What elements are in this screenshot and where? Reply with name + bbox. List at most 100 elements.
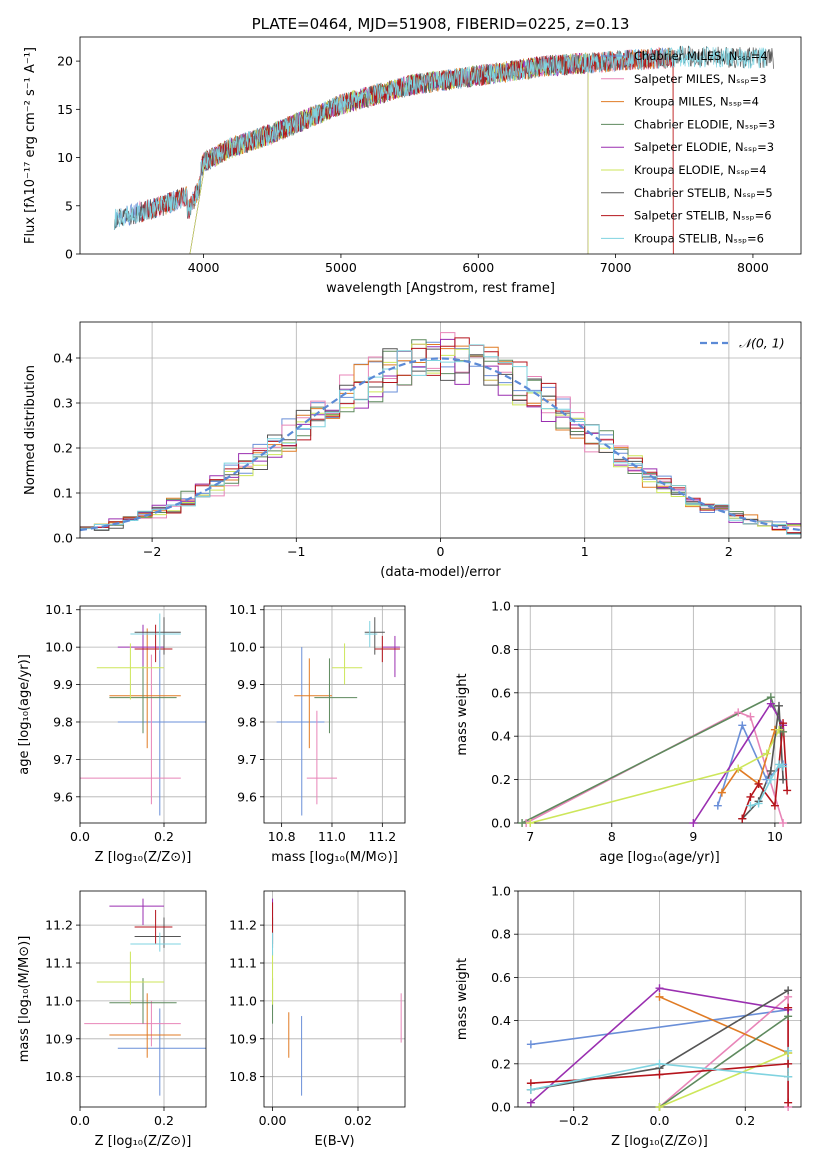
x-axis-label: age [log₁₀(age/yr)] (599, 850, 720, 865)
plot-area-residuals (80, 332, 801, 535)
x-tick-label: 1 (581, 544, 589, 559)
y-tick-label: 0.4 (53, 351, 73, 366)
weight-marker-salpeter_stelib (784, 1003, 793, 1012)
panel-age_vs_Z: 0.0 0.2 9.6 9.7 9.8 9.9 10.0 10.1 Z [log₁₀(Z/Z⊙)… (17, 602, 207, 865)
axes-frame (263, 890, 406, 1108)
legend-label-kroupa_miles: Kroupa MILES, Nₛₛₚ=4 (634, 95, 759, 109)
weight-marker-kroupa_stelib (779, 762, 788, 771)
weight-line-salpeter_stelib (741, 723, 788, 819)
weight-marker-salpeter_stelib (784, 1098, 793, 1107)
x-tick-label: 0.02 (344, 1113, 372, 1128)
x-tick-label: 4000 (188, 260, 220, 275)
weight-marker-kroupa_stelib (766, 775, 775, 784)
weight-marker-salpeter_stelib (770, 801, 779, 810)
weight-marker-kroupa_stelib (746, 801, 755, 810)
y-tick-label: 0 (65, 247, 73, 262)
weight-marker-chabrier_stelib (784, 986, 793, 995)
x-tick-label: 5000 (325, 260, 357, 275)
y-tick-label: 9.6 (53, 789, 73, 804)
weight-marker-kroupa_stelib (774, 760, 783, 769)
y-tick-label: 1.0 (491, 884, 511, 899)
weight-marker-salpeter_stelib (655, 1070, 664, 1079)
histogram-kroupa_stelib (80, 344, 801, 535)
weight-marker-kroupa_elodie (734, 764, 743, 773)
y-tick-label: 0.4 (491, 729, 511, 744)
legend-label-salpeter_elodie: Salpeter ELODIE, Nₛₛₚ=3 (634, 140, 774, 154)
legend: 𝒩(0, 1) (700, 336, 785, 351)
x-tick-label: 10 (767, 829, 783, 844)
x-tick-label: 7 (526, 829, 534, 844)
y-axis-label: Normed distribution (23, 365, 38, 495)
x-tick-label: 0.0 (70, 829, 90, 844)
y-tick-label: 0.3 (53, 396, 73, 411)
plot-area-mass_vs_ebv (272, 898, 402, 1096)
y-axis-label: mass weight (455, 673, 470, 755)
x-tick-label: −1 (287, 544, 305, 559)
legend-label-kroupa_stelib: Kroupa STELIB, Nₛₛₚ=6 (634, 231, 764, 245)
y-tick-label: 10.8 (45, 1069, 73, 1084)
legend-label-chabrier_stelib: Chabrier STELIB, Nₛₛₚ=5 (634, 186, 773, 200)
x-tick-label: 11.2 (368, 829, 396, 844)
axes-frame (263, 605, 406, 824)
y-tick-label: 10.9 (229, 1031, 257, 1046)
y-axis-label: age [log₁₀(age/yr)] (17, 654, 32, 775)
x-axis-label: Z [log₁₀(Z/Z⊙)] (95, 1134, 192, 1149)
x-axis-label: E(B-V) (314, 1134, 354, 1149)
x-axis-label: mass [log₁₀(M/M⊙)] (271, 850, 398, 865)
weight-marker-salpeter_stelib (784, 1059, 793, 1068)
weight-marker-chabrier_stelib (774, 701, 783, 710)
y-tick-label: 0.6 (491, 970, 511, 985)
x-tick-label: 0 (437, 544, 445, 559)
weight-marker-salpeter_elodie (689, 819, 698, 827)
y-tick-label: 0.2 (53, 441, 73, 456)
y-tick-label: 11.0 (45, 993, 73, 1008)
y-tick-label: 11.2 (229, 918, 257, 933)
y-tick-label: 0.1 (53, 486, 73, 501)
weight-marker-salpeter_elodie (766, 699, 775, 708)
x-tick-label: 7000 (600, 260, 632, 275)
normal-curve (80, 357, 801, 532)
x-tick-label: 11.0 (318, 829, 346, 844)
y-tick-label: 11.1 (45, 956, 73, 971)
y-tick-label: 0.4 (491, 1013, 511, 1028)
x-axis-label: (data-model)/error (380, 565, 501, 580)
y-tick-label: 10.0 (229, 640, 257, 655)
y-tick-label: 9.6 (237, 789, 257, 804)
y-tick-label: 0.0 (53, 531, 73, 546)
x-tick-label: −2 (143, 544, 161, 559)
axes-frame (517, 605, 802, 824)
legend: Chabrier MILES, Nₛₛₚ=4 Salpeter MILES, Nₛ… (601, 49, 775, 245)
histogram-salpeter_elodie (80, 338, 801, 530)
legend-label-chabrier_elodie: Chabrier ELODIE, Nₛₛₚ=3 (634, 117, 775, 131)
legend-label-chabrier_miles: Chabrier MILES, Nₛₛₚ=4 (634, 49, 768, 63)
y-tick-label: 0.8 (491, 642, 511, 657)
y-tick-label: 20 (57, 54, 73, 69)
x-tick-label: 0.2 (735, 1113, 755, 1128)
y-tick-label: 11.2 (45, 918, 73, 933)
weight-marker-salpeter_miles (734, 708, 743, 717)
weight-marker-chabrier_stelib (766, 766, 775, 775)
y-tick-label: 10 (57, 150, 73, 165)
panel-weight_vs_Z: −0.2 0.0 0.2 0.0 0.2 0.4 0.6 0.8 1.0 Z [log₁₀(Z/Z… (455, 884, 802, 1149)
y-tick-label: 10.1 (45, 602, 73, 617)
y-tick-label: 9.8 (237, 714, 257, 729)
weight-marker-kroupa_elodie (526, 819, 535, 827)
y-tick-label: 10.0 (45, 640, 73, 655)
y-tick-label: 0.2 (491, 772, 511, 787)
weight-line-kroupa_elodie (659, 1052, 789, 1107)
weight-marker-salpeter_stelib (738, 814, 747, 823)
weight-marker-chabrier_miles (738, 721, 747, 730)
weight-marker-kroupa_stelib (784, 1072, 793, 1081)
axes-frame (79, 605, 207, 824)
y-tick-label: 0.2 (491, 1056, 511, 1071)
x-tick-label: 6000 (462, 260, 494, 275)
y-axis-label: mass weight (455, 958, 470, 1040)
weight-marker-kroupa_stelib (784, 1046, 793, 1055)
weight-marker-salpeter_miles (746, 712, 755, 721)
weight-marker-salpeter_stelib (754, 779, 763, 788)
weight-marker-salpeter_miles (779, 819, 788, 827)
panel-weight_vs_age: 7 8 9 10 0.0 0.2 0.4 0.6 0.8 1.0 age [log₁₀(age/yr… (455, 599, 802, 865)
weight-marker-kroupa_stelib (526, 1085, 535, 1094)
weight-marker-salpeter_stelib (746, 792, 755, 801)
